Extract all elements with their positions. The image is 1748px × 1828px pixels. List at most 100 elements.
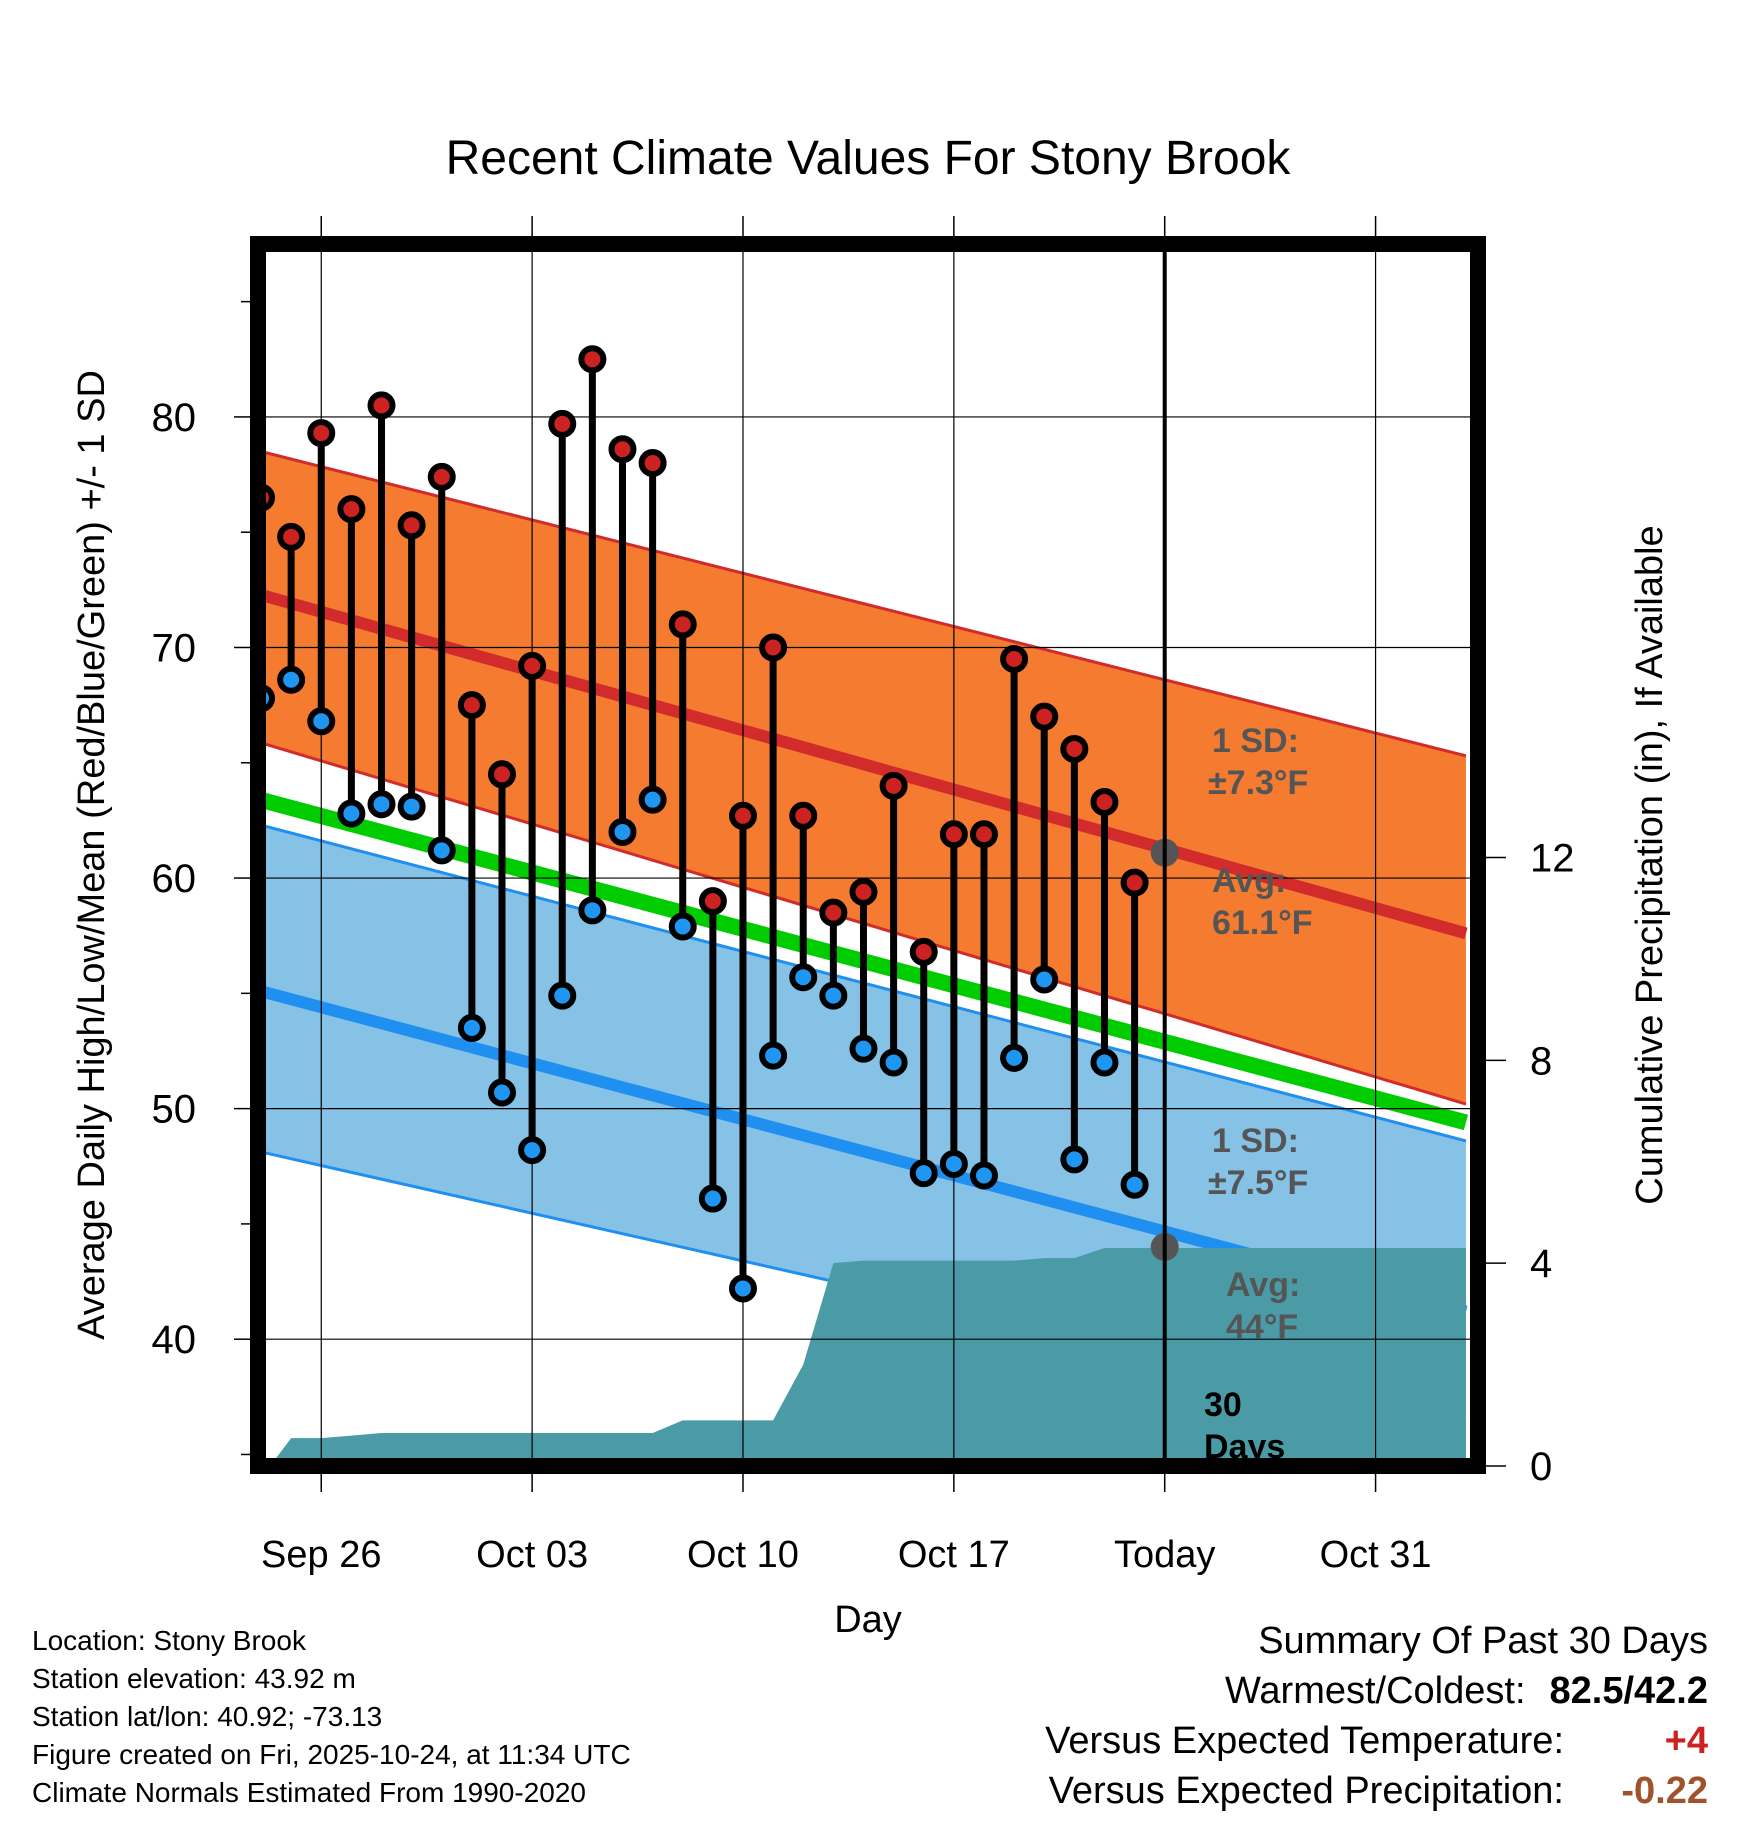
station-info: Location: Stony Brook Station elevation:… xyxy=(32,1622,631,1812)
temp-value: +4 xyxy=(1664,1720,1708,1762)
daily-bars xyxy=(258,345,1149,1303)
low-point xyxy=(1060,1145,1089,1174)
plot-frame xyxy=(250,236,1486,1474)
high-point xyxy=(969,820,998,849)
low-point xyxy=(367,790,396,819)
low-point xyxy=(1030,965,1059,994)
right-tick-label: 0 xyxy=(1530,1445,1552,1489)
low-point xyxy=(819,981,848,1010)
low-point xyxy=(1000,1043,1029,1072)
right-axis-label: Cumulative Precipitation (in), If Availa… xyxy=(1629,525,1671,1204)
x-axis-label: Day xyxy=(834,1599,902,1641)
temp-label: Versus Expected Temperature: xyxy=(1045,1720,1564,1762)
low-sd-band-upper-edge xyxy=(258,822,1467,1143)
x-tick-label: Oct 17 xyxy=(898,1534,1010,1576)
high-point xyxy=(789,801,818,830)
high-point xyxy=(849,877,878,906)
low-point xyxy=(608,817,637,846)
low-avg-value: 44°F xyxy=(1226,1308,1298,1346)
low-point xyxy=(759,1041,788,1070)
precip-value: -0.22 xyxy=(1621,1770,1708,1812)
x-tick-label: Oct 31 xyxy=(1320,1534,1432,1576)
right-axis: 0 4 8 12 xyxy=(1486,837,1575,1489)
low-point xyxy=(1120,1170,1149,1199)
summary-title: Summary Of Past 30 Days xyxy=(1258,1620,1708,1662)
high-point xyxy=(668,610,697,639)
high-sd-label: 1 SD: xyxy=(1212,722,1299,760)
low-point xyxy=(397,792,426,821)
low-sd-label: 1 SD: xyxy=(1212,1122,1299,1160)
high-point xyxy=(1000,645,1029,674)
high-point xyxy=(1030,702,1059,731)
high-point xyxy=(578,345,607,374)
low-point xyxy=(427,836,456,865)
high-point xyxy=(337,495,366,524)
high-point xyxy=(1090,787,1119,816)
low-point xyxy=(578,896,607,925)
left-tick-label: 70 xyxy=(152,626,197,670)
low-point xyxy=(518,1136,547,1165)
low-point xyxy=(457,1013,486,1042)
low-avg-label: Avg: xyxy=(1226,1266,1300,1304)
x-tick-label: Oct 03 xyxy=(476,1534,588,1576)
summary-warmest-row: Warmest/Coldest: 82.5/42.2 xyxy=(1045,1666,1708,1716)
low-point xyxy=(939,1149,968,1178)
low-point xyxy=(879,1048,908,1077)
high-point xyxy=(909,937,938,966)
high-point xyxy=(397,511,426,540)
right-tick-label: 4 xyxy=(1530,1242,1552,1286)
high-point xyxy=(548,409,577,438)
low-point xyxy=(488,1078,516,1107)
elevation-text: Station elevation: 43.92 m xyxy=(32,1663,356,1694)
high-avg-label: Avg: xyxy=(1212,862,1286,900)
summary-temp-row: Versus Expected Temperature: +4 xyxy=(1045,1716,1708,1766)
low-point xyxy=(307,707,336,736)
left-axis-label: Average Daily High/Low/Mean (Red/Blue/Gr… xyxy=(71,370,113,1340)
warmest-value: 82.5/42.2 xyxy=(1549,1670,1708,1712)
low-point xyxy=(849,1034,878,1063)
normals-text: Climate Normals Estimated From 1990-2020 xyxy=(32,1777,586,1808)
high-point xyxy=(939,820,968,849)
high-point xyxy=(457,691,486,720)
low-sd-value: ±7.5°F xyxy=(1208,1164,1308,1202)
high-point xyxy=(608,435,637,464)
high-point xyxy=(1120,868,1149,897)
high-point xyxy=(638,449,667,478)
precip-label: Versus Expected Precipitation: xyxy=(1048,1770,1564,1812)
high-sd-band-upper-edge xyxy=(258,449,1467,758)
high-point xyxy=(518,651,547,680)
right-tick-label: 12 xyxy=(1530,837,1575,881)
low-point xyxy=(1090,1048,1119,1077)
left-tick-label: 60 xyxy=(152,857,197,901)
low-point xyxy=(728,1274,757,1303)
latlon-text: Station lat/lon: 40.92; -73.13 xyxy=(32,1701,383,1732)
high-point xyxy=(728,801,757,830)
left-tick-label: 40 xyxy=(152,1318,197,1362)
high-point xyxy=(819,898,848,927)
high-point xyxy=(1060,734,1089,763)
low-point xyxy=(969,1161,998,1190)
high-avg-value: 61.1°F xyxy=(1212,904,1313,942)
high-point xyxy=(427,462,456,491)
high-sd-value: ±7.3°F xyxy=(1208,764,1308,802)
low-point xyxy=(277,665,306,694)
left-tick-label: 50 xyxy=(152,1088,197,1132)
high-point xyxy=(698,887,727,916)
warmest-label: Warmest/Coldest: xyxy=(1224,1670,1526,1712)
location-text: Location: Stony Brook xyxy=(32,1625,306,1656)
created-text: Figure created on Fri, 2025-10-24, at 11… xyxy=(32,1739,631,1770)
summary-panel: Summary Of Past 30 Days Warmest/Coldest:… xyxy=(1045,1616,1708,1816)
high-point xyxy=(277,522,306,551)
high-point xyxy=(307,419,336,448)
low-point xyxy=(668,912,697,941)
left-tick-label: 80 xyxy=(152,396,197,440)
chart-title: Recent Climate Values For Stony Brook xyxy=(446,132,1292,185)
low-point xyxy=(909,1159,938,1188)
x-tick-label: Sep 26 xyxy=(261,1534,381,1576)
x-tick-label: Oct 10 xyxy=(687,1534,799,1576)
window-label-number: 30 xyxy=(1204,1386,1242,1424)
right-tick-label: 8 xyxy=(1530,1039,1552,1083)
high-point xyxy=(367,391,396,420)
left-axis: 40 50 60 70 80 xyxy=(152,300,250,1456)
